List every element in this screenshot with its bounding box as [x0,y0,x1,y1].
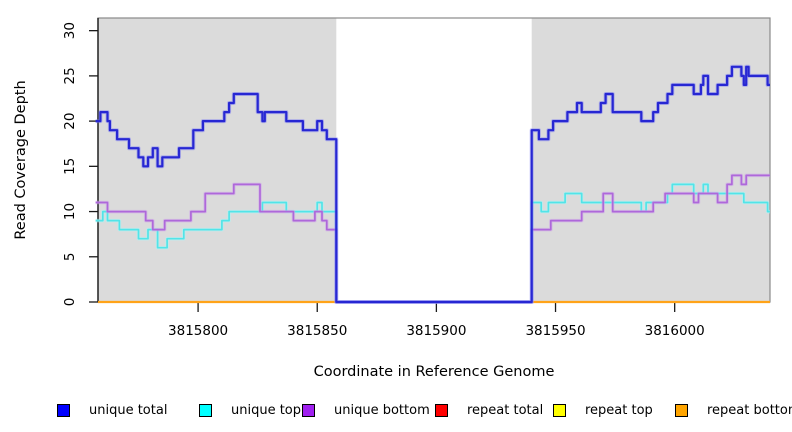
legend-label: repeat top [585,402,653,418]
y-tick-label: 5 [62,252,78,261]
legend-swatch-icon [675,403,688,417]
shaded-region-1 [531,18,770,302]
legend-swatch-icon [435,403,448,417]
series-line-unique-total [95,65,770,304]
x-tick-label: 3815850 [287,323,347,339]
x-tick-label: 3815900 [406,323,466,339]
legend-item-unique-top: unique top [199,398,301,422]
legend-label: repeat total [467,402,544,418]
legend-label: unique top [231,402,302,418]
legend-label: unique total [89,402,168,418]
y-tick-label: 10 [62,203,78,220]
legend-swatch-icon [302,403,315,417]
coverage-plot: 0 5 10 15 20 25 30 3815800 3815850 3815900 3815950… [13,17,771,380]
y-tick-label: 20 [62,113,78,130]
y-tick-label: 25 [62,67,78,84]
legend-item-repeat-total: repeat total [435,398,543,422]
x-tick-label: 3816000 [645,323,705,339]
legend-swatch-icon [199,403,212,417]
y-tick-label: 15 [62,158,78,175]
x-tick-label: 3815950 [525,323,585,339]
y-tick-label: 0 [62,298,78,307]
legend-label: repeat bottom [707,402,792,418]
legend-item-repeat-bottom: repeat bottom [675,398,792,422]
legend-swatch-icon [57,403,70,417]
legend-item-repeat-top: repeat top [553,398,653,422]
plot-legend: unique total unique top unique bottom repea… [0,398,792,422]
x-tick-label: 3815800 [168,323,228,339]
shaded-region-0 [98,18,337,302]
legend-swatch-icon [553,403,566,417]
y-tick-label: 30 [62,22,78,39]
legend-item-unique-total: unique total [57,398,167,422]
legend-label: unique bottom [334,402,430,418]
y-axis-title: Read Coverage Depth [13,80,29,239]
legend-item-unique-bottom: unique bottom [302,398,430,422]
x-axis-title: Coordinate in Reference Genome [314,364,555,380]
